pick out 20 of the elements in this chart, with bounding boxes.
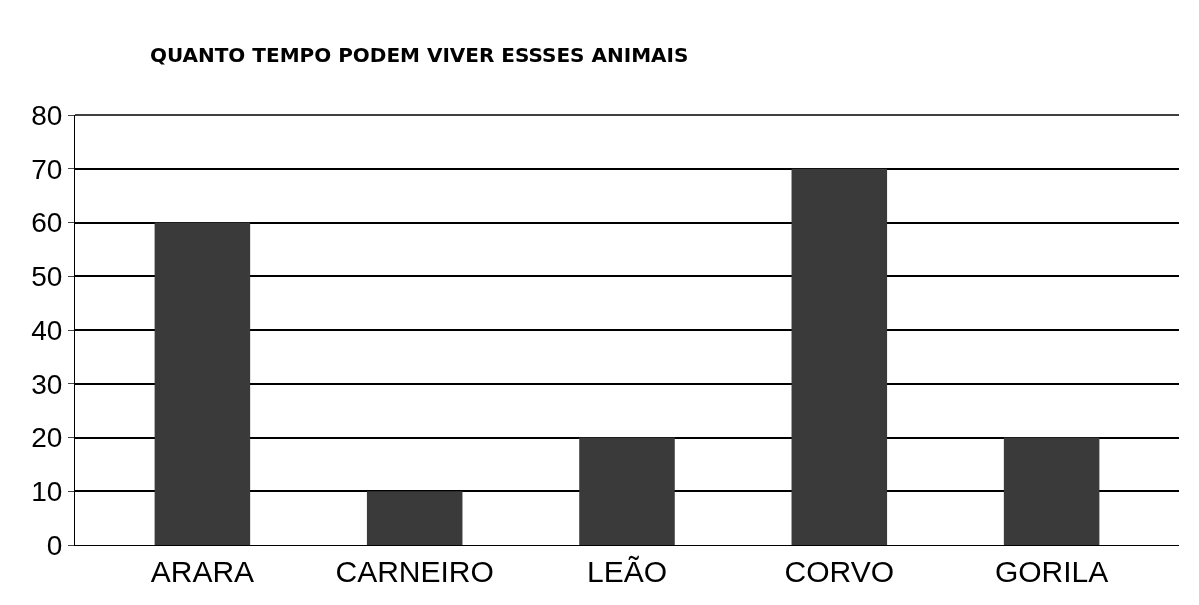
y-tick-label: 10 bbox=[31, 476, 63, 508]
bar bbox=[154, 222, 251, 545]
bar bbox=[791, 168, 888, 545]
bar bbox=[579, 437, 675, 545]
x-tick-label: GORILA bbox=[994, 555, 1109, 588]
bar bbox=[366, 491, 463, 545]
chart-title: QUANTO TEMPO PODEM VIVER ESSSES ANIMAIS bbox=[149, 43, 689, 68]
y-tick-label: 0 bbox=[46, 529, 63, 561]
y-tick-label: 70 bbox=[31, 153, 63, 185]
bar bbox=[1003, 437, 1100, 545]
x-tick-label: ARARA bbox=[150, 555, 255, 588]
y-tick-label: 30 bbox=[31, 368, 63, 400]
y-tick-label: 50 bbox=[31, 261, 63, 293]
x-tick-label: CARNEIRO bbox=[335, 555, 494, 588]
x-tick-label: CORVO bbox=[784, 555, 895, 588]
y-tick-label: 80 bbox=[31, 99, 63, 131]
x-tick-label: LEÃO bbox=[586, 555, 668, 588]
y-tick-label: 40 bbox=[31, 314, 63, 346]
y-tick-label: 60 bbox=[31, 207, 63, 239]
y-tick-label: 20 bbox=[31, 422, 63, 454]
